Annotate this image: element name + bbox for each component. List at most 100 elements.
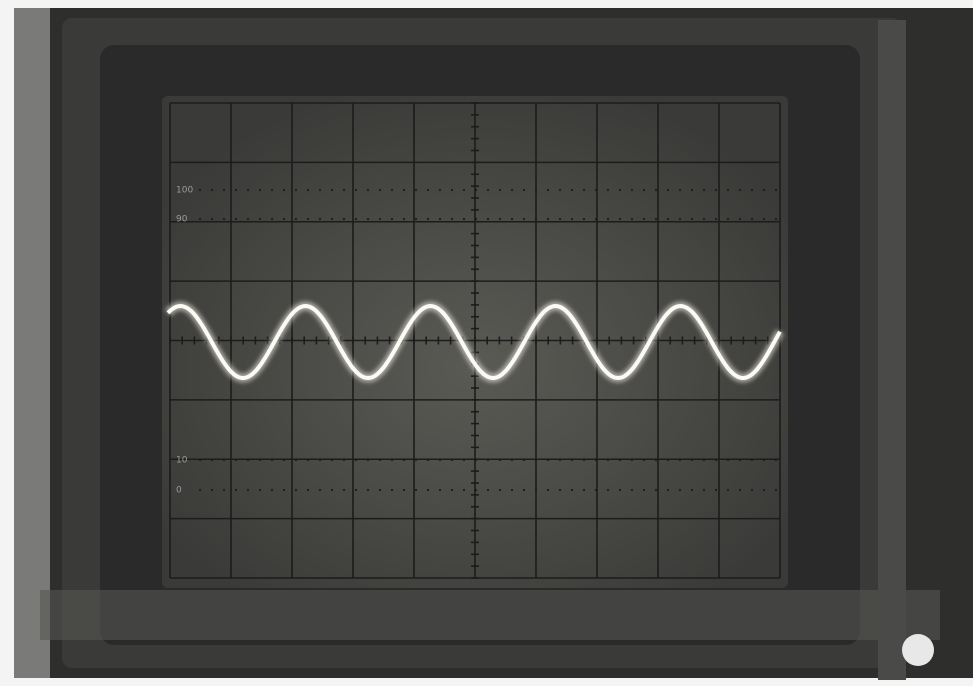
dotted-line — [559, 189, 561, 191]
dotted-line — [619, 189, 621, 191]
dotted-line — [739, 218, 741, 220]
dotted-line — [775, 489, 777, 491]
dotted-line — [319, 189, 321, 191]
dotted-line — [283, 459, 285, 461]
dotted-line — [427, 489, 429, 491]
minor-tick — [471, 530, 479, 532]
minor-tick — [303, 337, 305, 345]
dotted-line — [727, 459, 729, 461]
dotted-line — [691, 459, 693, 461]
minor-tick — [377, 337, 379, 345]
minor-tick — [242, 337, 244, 345]
dotted-line — [595, 189, 597, 191]
minor-tick — [471, 518, 479, 520]
dotted-line — [487, 218, 489, 220]
minor-tick — [486, 337, 488, 345]
dotted-line — [655, 459, 657, 461]
dotted-line — [727, 189, 729, 191]
dotted-line — [643, 189, 645, 191]
dotted-line — [271, 189, 273, 191]
dotted-line — [343, 489, 345, 491]
dotted-line — [715, 189, 717, 191]
dotted-line — [307, 189, 309, 191]
minor-tick — [450, 337, 452, 345]
minor-tick — [471, 375, 479, 377]
dotted-line — [499, 189, 501, 191]
dotted-line — [427, 189, 429, 191]
dotted-line — [679, 189, 681, 191]
dotted-line — [523, 189, 525, 191]
dotted-line — [667, 489, 669, 491]
dotted-line — [643, 489, 645, 491]
dotted-line — [307, 459, 309, 461]
graticule-label: 10 — [176, 456, 188, 466]
dotted-line — [751, 459, 753, 461]
dotted-line — [523, 489, 525, 491]
minor-tick — [694, 337, 696, 345]
minor-tick — [471, 162, 479, 164]
minor-tick — [471, 209, 479, 211]
dotted-line — [667, 218, 669, 220]
dotted-line — [727, 489, 729, 491]
minor-tick — [352, 337, 354, 345]
dotted-line — [703, 218, 705, 220]
minor-tick — [230, 337, 232, 345]
dotted-line — [523, 218, 525, 220]
minor-tick — [471, 553, 479, 555]
dotted-line — [691, 489, 693, 491]
dotted-line — [619, 459, 621, 461]
minor-tick — [471, 292, 479, 294]
dotted-line — [427, 459, 429, 461]
minor-tick — [560, 337, 562, 345]
minor-tick — [471, 542, 479, 544]
minor-tick — [471, 577, 479, 579]
dotted-line — [379, 218, 381, 220]
dotted-line — [367, 459, 369, 461]
dotted-line — [355, 489, 357, 491]
dotted-line — [319, 218, 321, 220]
dotted-line — [355, 459, 357, 461]
dotted-line — [739, 459, 741, 461]
dotted-line — [463, 459, 465, 461]
minor-tick — [471, 126, 479, 128]
minor-tick — [471, 102, 479, 104]
dotted-line — [331, 489, 333, 491]
minor-tick — [471, 387, 479, 389]
dotted-line — [259, 189, 261, 191]
minor-tick — [471, 138, 479, 140]
dotted-line — [775, 189, 777, 191]
dotted-line — [595, 218, 597, 220]
dotted-line — [559, 218, 561, 220]
dotted-line — [595, 489, 597, 491]
dotted-line — [535, 189, 537, 191]
minor-tick — [633, 337, 635, 345]
left-edge — [14, 8, 50, 678]
dotted-line — [403, 189, 405, 191]
dotted-line — [331, 218, 333, 220]
minor-tick — [471, 470, 479, 472]
dotted-line — [271, 218, 273, 220]
dotted-line — [487, 459, 489, 461]
dotted-line — [667, 459, 669, 461]
dotted-line — [427, 218, 429, 220]
dotted-line — [703, 189, 705, 191]
dotted-line — [475, 489, 477, 491]
dotted-line — [655, 189, 657, 191]
dotted-line — [571, 218, 573, 220]
minor-tick — [389, 337, 391, 345]
minor-tick — [471, 423, 479, 425]
dotted-line — [403, 489, 405, 491]
minor-tick — [535, 337, 537, 345]
dotted-line — [343, 459, 345, 461]
dotted-line — [535, 489, 537, 491]
dotted-line — [379, 189, 381, 191]
minor-tick — [316, 337, 318, 345]
dotted-line — [631, 459, 633, 461]
dotted-line — [751, 489, 753, 491]
dotted-line — [367, 489, 369, 491]
dotted-line — [571, 489, 573, 491]
dotted-line — [283, 189, 285, 191]
minor-tick — [471, 304, 479, 306]
minor-tick — [471, 399, 479, 401]
dotted-line — [487, 489, 489, 491]
